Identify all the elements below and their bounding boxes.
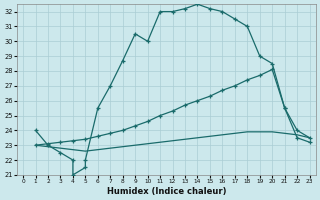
X-axis label: Humidex (Indice chaleur): Humidex (Indice chaleur) [107,187,226,196]
